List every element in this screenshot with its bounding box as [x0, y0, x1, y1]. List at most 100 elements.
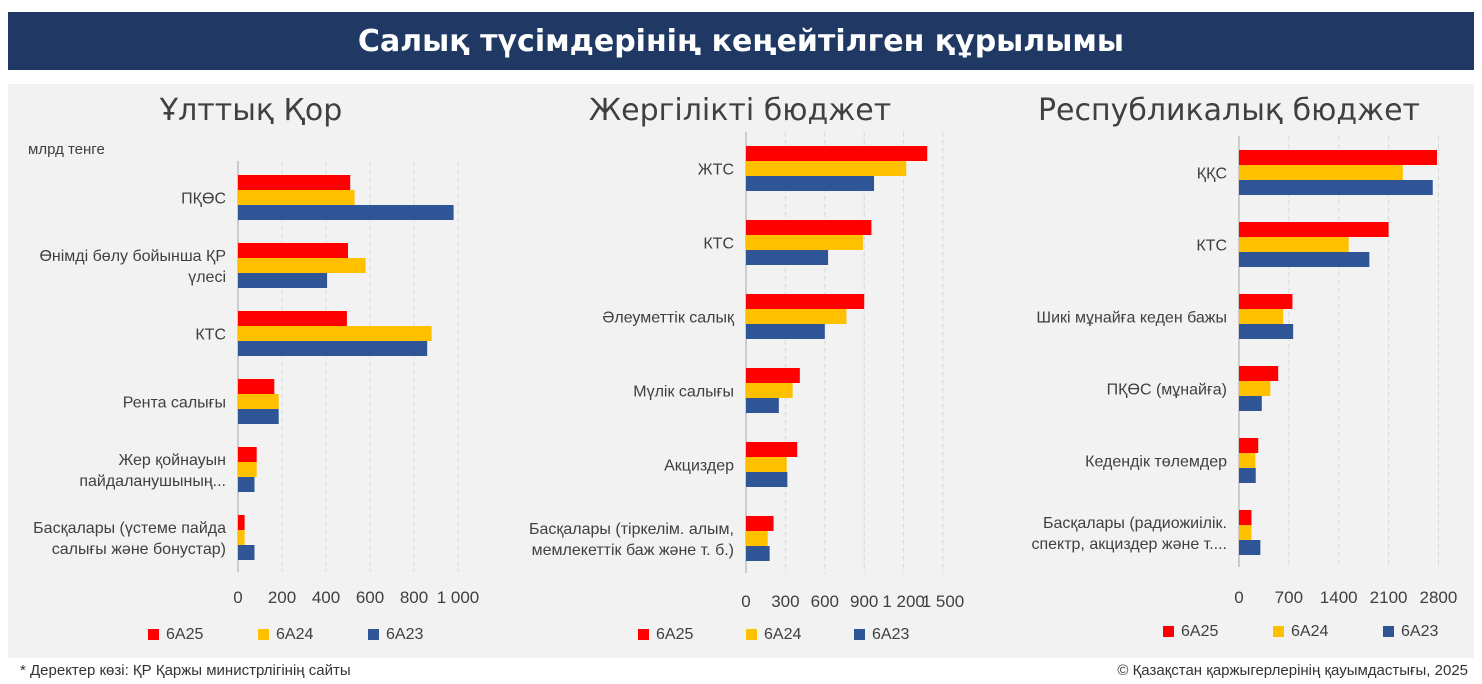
- unit-label: млрд тенге: [28, 141, 105, 158]
- bar-6А24: [238, 394, 279, 409]
- category-label: КТС: [1196, 238, 1227, 255]
- bar-6А24: [238, 258, 366, 273]
- bar-6А25: [238, 515, 245, 530]
- bar-6А24: [1239, 165, 1403, 180]
- bar-6А25: [746, 220, 872, 235]
- chart-3: Республикалық бюджет 0 700 1400 2100 2800 ҚҚС К…: [1031, 93, 1457, 640]
- bar-6А24: [1239, 525, 1252, 540]
- bar-6А24: [1239, 381, 1271, 396]
- tick-label: 600: [811, 592, 839, 611]
- category-label: Жер қойнауын пайдаланушының...: [79, 452, 226, 490]
- tick-label: 2800: [1420, 588, 1458, 607]
- category-label: Акциздер: [664, 458, 734, 475]
- bar-6А24: [238, 530, 245, 545]
- bar-6А24: [1239, 453, 1256, 468]
- category-label: ҚҚС: [1197, 166, 1227, 183]
- tick-label: 300: [771, 592, 799, 611]
- bar-6А23: [1239, 468, 1256, 483]
- charts-canvas: Ұлттық Қор млрд тенге 0 200 400 600 800 1 000 ПҚ…: [28, 93, 1457, 643]
- bar-6А24: [238, 462, 257, 477]
- legend-swatch: [1273, 626, 1284, 637]
- tick-label: 1 000: [437, 588, 480, 607]
- bar-6А23: [746, 398, 779, 413]
- category-label: Шикі мұнайға кеден бажы: [1036, 310, 1227, 327]
- legend-swatch: [1383, 626, 1394, 637]
- legend-swatch: [258, 629, 269, 640]
- tick-label: 2100: [1370, 588, 1408, 607]
- bar-6А25: [746, 516, 774, 531]
- bar-6А24: [238, 190, 355, 205]
- bar-6А23: [238, 205, 454, 220]
- bar-6А23: [238, 477, 255, 492]
- bar-6А25: [238, 447, 257, 462]
- bar-6А24: [746, 531, 768, 546]
- chart-panel: Ұлттық Қор млрд тенге 0 200 400 600 800 1 000 ПҚ…: [8, 84, 1474, 658]
- tick-label: 0: [233, 588, 242, 607]
- legend-swatch: [638, 629, 649, 640]
- bar-6А23: [746, 176, 875, 191]
- chart-title: Республикалық бюджет: [1038, 93, 1420, 128]
- tick-label: 1400: [1320, 588, 1358, 607]
- legend-label: 6А25: [166, 626, 203, 643]
- bar-6А25: [238, 243, 348, 258]
- category-label: Кедендік төлемдер: [1085, 454, 1227, 471]
- bar-6А23: [1239, 324, 1294, 339]
- bar-6А23: [1239, 252, 1370, 267]
- footer-copyright: © Қазақстан қаржыгерлерінің қауымдастығы…: [1117, 662, 1468, 679]
- legend-swatch: [854, 629, 865, 640]
- tick-label: 600: [356, 588, 384, 607]
- bar-6А25: [1239, 510, 1252, 525]
- page-title: Салық түсімдерінің кеңейтілген құрылымы: [8, 12, 1474, 70]
- bar-6А25: [1239, 366, 1279, 381]
- tick-label: 800: [400, 588, 428, 607]
- category-label: Әлеуметтік салық: [602, 310, 735, 327]
- tick-label: 400: [312, 588, 340, 607]
- tick-label: 0: [1234, 588, 1243, 607]
- legend-label: 6А24: [276, 626, 313, 643]
- tick-label: 1 500: [922, 592, 965, 611]
- legend-label: 6А23: [1401, 623, 1438, 640]
- bar-6А23: [238, 341, 428, 356]
- legend-swatch: [1163, 626, 1174, 637]
- bar-6А23: [746, 250, 829, 265]
- bar-6А25: [1239, 150, 1438, 165]
- category-label: ЖТС: [698, 162, 734, 179]
- legend-label: 6А23: [386, 626, 423, 643]
- bar-6А25: [746, 146, 928, 161]
- legend-label: 6А24: [1291, 623, 1328, 640]
- legend-swatch: [148, 629, 159, 640]
- bar-6А23: [238, 273, 328, 288]
- category-label: ПҚӨС: [181, 191, 226, 208]
- bar-6А25: [1239, 438, 1259, 453]
- bar-6А23: [1239, 180, 1433, 195]
- category-label: КТС: [195, 327, 226, 344]
- bar-6А24: [746, 457, 787, 472]
- bar-6А25: [238, 379, 275, 394]
- category-label: Басқалары (тіркелім. алым, мемлекеттік ба…: [529, 521, 734, 559]
- category-label: Өнімді бөлу бойынша ҚР үлесі: [39, 248, 226, 286]
- chart-title: Жергілікті бюджет: [589, 93, 891, 128]
- tick-label: 1 200: [882, 592, 925, 611]
- category-label: Басқалары (үстеме пайда салығы және бонус…: [33, 520, 226, 558]
- chart-1: Ұлттық Қор млрд тенге 0 200 400 600 800 1 000 ПҚ…: [28, 93, 479, 643]
- legend-label: 6А25: [656, 626, 693, 643]
- bar-6А23: [746, 546, 770, 561]
- bar-6А23: [746, 472, 788, 487]
- bar-6А24: [746, 309, 847, 324]
- bar-6А24: [746, 383, 793, 398]
- category-label: Рента салығы: [123, 395, 226, 412]
- bar-6А24: [1239, 237, 1349, 252]
- chart-title: Ұлттық Қор: [159, 93, 343, 128]
- bar-6А24: [1239, 309, 1284, 324]
- legend-swatch: [746, 629, 757, 640]
- bar-6А25: [1239, 294, 1293, 309]
- legend-label: 6А24: [764, 626, 801, 643]
- legend-label: 6А23: [872, 626, 909, 643]
- footer-source: * Деректер көзі: ҚР Қаржы министрлігінің…: [20, 662, 351, 679]
- bar-6А25: [746, 368, 800, 383]
- category-label: Мүлік салығы: [633, 384, 734, 401]
- category-label: ПҚӨС (мұнайға): [1107, 382, 1227, 399]
- legend-swatch: [368, 629, 379, 640]
- category-label: Басқалары (радиожиілік. спектр, акциздер …: [1031, 515, 1227, 553]
